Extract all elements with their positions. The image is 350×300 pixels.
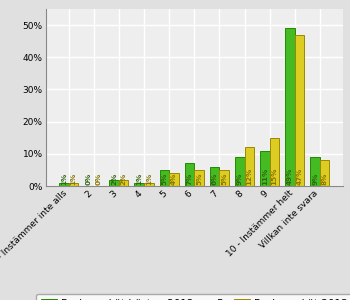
Text: 15%: 15% [272, 168, 278, 185]
Bar [109, 180, 119, 186]
Bar [219, 170, 229, 186]
Text: 2%: 2% [111, 173, 117, 185]
Bar [310, 157, 320, 186]
Text: 12%: 12% [246, 168, 252, 185]
Text: 4%: 4% [171, 173, 177, 185]
Text: 1%: 1% [136, 173, 142, 185]
Text: 0%: 0% [96, 173, 102, 185]
Bar [119, 180, 128, 186]
Text: 5%: 5% [161, 173, 167, 185]
Legend: Brukarenkät hösten 2012 ver 5, Brukarenkät 2013: Brukarenkät hösten 2012 ver 5, Brukarenk… [36, 294, 350, 300]
Bar [134, 183, 144, 186]
Text: 6%: 6% [212, 173, 218, 185]
Bar [285, 28, 295, 186]
Bar [185, 164, 194, 186]
Bar [144, 183, 154, 186]
Bar [320, 160, 329, 186]
Text: 1%: 1% [70, 173, 76, 185]
Text: 49%: 49% [287, 168, 293, 185]
Text: 9%: 9% [312, 173, 318, 185]
Text: 2%: 2% [121, 173, 127, 185]
Text: 1%: 1% [146, 173, 152, 185]
Text: 5%: 5% [221, 173, 227, 185]
Text: 7%: 7% [187, 173, 193, 185]
Bar [194, 170, 204, 186]
Text: 8%: 8% [322, 173, 328, 185]
Text: 9%: 9% [237, 173, 243, 185]
Bar [69, 183, 78, 186]
Bar [245, 147, 254, 186]
Text: 5%: 5% [196, 173, 202, 185]
Bar [270, 138, 279, 186]
Text: 11%: 11% [262, 168, 268, 185]
Bar [235, 157, 245, 186]
Bar [169, 173, 178, 186]
Bar [59, 183, 69, 186]
Bar [210, 167, 219, 186]
Bar [295, 35, 304, 186]
Bar [160, 170, 169, 186]
Text: 0%: 0% [86, 173, 92, 185]
Text: 47%: 47% [296, 168, 302, 185]
Text: 1%: 1% [61, 173, 67, 185]
Bar [260, 151, 270, 186]
